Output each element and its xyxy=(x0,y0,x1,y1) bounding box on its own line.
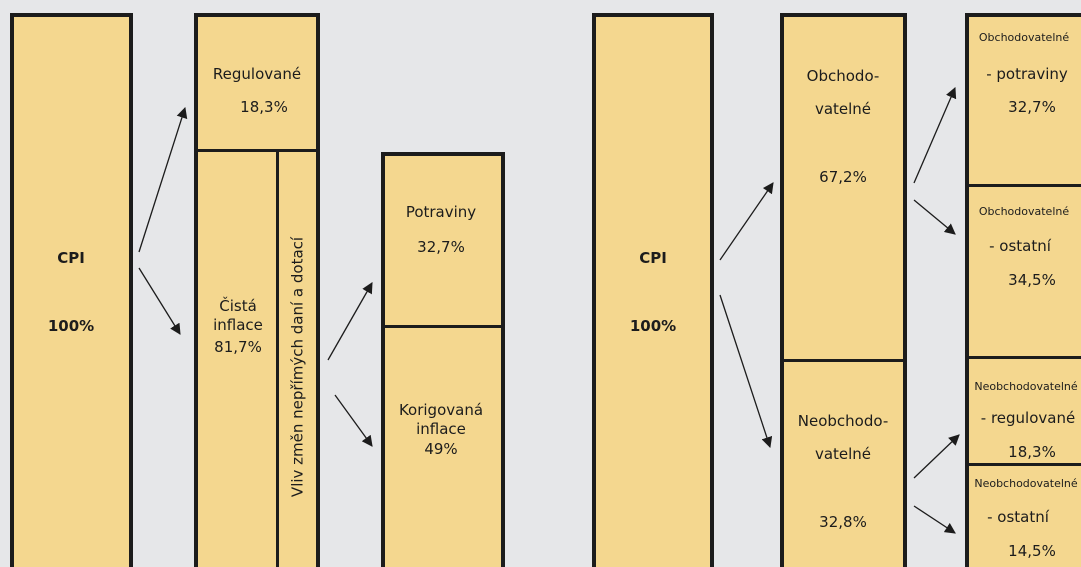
nontradable-other-value: 14,5% xyxy=(1008,542,1056,560)
nontradable-label-1: Neobchodo- xyxy=(797,412,889,430)
left-cpi-box xyxy=(10,13,133,567)
food-label: Potraviny xyxy=(405,203,477,221)
arrow-cpi-to-nontradable xyxy=(719,294,773,449)
core-inflation-value: 81,7% xyxy=(214,338,262,356)
nontradable-regulated-label-2: - regulované xyxy=(980,409,1076,427)
nontradable-label-2: vatelné xyxy=(814,445,872,463)
arrow-cpi-to-regulated xyxy=(138,106,188,253)
nontradable-regulated-label-1: Neobchodovatelné xyxy=(974,380,1078,393)
nontradable-other-label-2: - ostatní xyxy=(987,508,1049,526)
core-split-divider xyxy=(381,325,505,328)
tradable-value: 67,2% xyxy=(819,168,867,186)
tradable-split-divider xyxy=(780,359,907,362)
right-cpi-value: 100% xyxy=(629,317,677,335)
right-cpi-box xyxy=(592,13,714,567)
left-cpi-label: CPI xyxy=(57,249,85,267)
regulated-value: 18,3% xyxy=(240,98,288,116)
right-cpi-label: CPI xyxy=(639,249,667,267)
nontradable-value: 32,8% xyxy=(819,513,867,531)
adjusted-inflation-label-1: Korigovaná xyxy=(398,401,484,419)
arrow-tradable-to-other xyxy=(913,199,956,235)
left-cpi-value: 100% xyxy=(47,317,95,335)
adjusted-inflation-value: 49% xyxy=(424,440,458,458)
adjusted-inflation-label-2: inflace xyxy=(416,420,466,438)
right-detail-divider-2 xyxy=(965,356,1081,359)
tradable-food-label-2: - potraviny xyxy=(986,65,1068,83)
right-detail-divider-3 xyxy=(965,463,1081,466)
nontradable-regulated-value: 18,3% xyxy=(1008,443,1056,461)
arrow-nontradable-to-other xyxy=(913,505,956,534)
tradable-label-2: vatelné xyxy=(814,100,872,118)
left-breakdown-divider-h xyxy=(194,149,320,152)
food-value: 32,7% xyxy=(417,238,465,256)
tradable-other-label-2: - ostatní xyxy=(989,237,1051,255)
tradable-food-label-1: Obchodovatelné xyxy=(978,31,1070,44)
tradable-food-value: 32,7% xyxy=(1008,98,1056,116)
core-split-box xyxy=(381,152,505,567)
arrow-tradable-to-food xyxy=(913,86,957,184)
arrow-core-to-adjusted xyxy=(334,394,373,447)
regulated-label: Regulované xyxy=(212,65,302,83)
tradable-other-value: 34,5% xyxy=(1008,271,1056,289)
core-inflation-label-2: inflace xyxy=(213,316,263,334)
right-detail-divider-1 xyxy=(965,184,1081,187)
right-detail-box xyxy=(965,13,1081,567)
left-breakdown-box xyxy=(194,13,320,567)
arrow-cpi-to-core xyxy=(138,267,181,335)
tradable-split-box xyxy=(780,13,907,567)
tradable-label-1: Obchodo- xyxy=(806,67,880,85)
nontradable-other-label-1: Neobchodovatelné xyxy=(974,477,1078,490)
left-breakdown-divider-v xyxy=(276,150,279,567)
tradable-other-label-1: Obchodovatelné xyxy=(978,205,1070,218)
arrow-core-to-food xyxy=(327,282,373,361)
core-inflation-label-1: Čistá xyxy=(219,297,257,315)
arrow-cpi-to-tradable xyxy=(719,182,774,261)
arrow-nontradable-to-regulated xyxy=(913,434,960,479)
